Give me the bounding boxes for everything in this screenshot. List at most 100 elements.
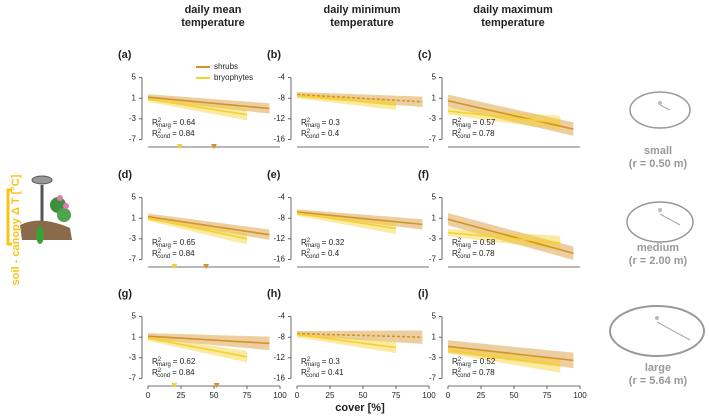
y-tick-label: -7 — [429, 135, 437, 144]
y-tick-label: -16 — [273, 135, 285, 144]
r-symbol: R — [152, 118, 158, 127]
y-tick-label: -7 — [429, 374, 437, 383]
r-value: = 0.62 — [173, 357, 196, 366]
x-tick-label: 0 — [295, 391, 300, 400]
trend-line — [296, 332, 423, 338]
r-value: = 0.4 — [321, 249, 340, 258]
r-squared: R2 cond = 0.84 — [152, 129, 195, 140]
r-squared: R2 marg = 0.52 — [452, 357, 496, 368]
r-sup: 2 — [307, 368, 311, 374]
r-sub: marg — [157, 362, 171, 368]
r-sup: 2 — [307, 249, 311, 255]
r-symbol: R — [152, 357, 158, 366]
y-tick-label: -3 — [429, 353, 437, 362]
row-label: (r = 5.64 m) — [629, 375, 688, 387]
r-sub: cond — [457, 254, 470, 260]
x-tick-label: 100 — [422, 391, 436, 400]
cover-marker — [211, 144, 217, 149]
y-tick-label: -3 — [429, 114, 437, 123]
trend-line — [147, 215, 270, 236]
r-symbol: R — [152, 129, 158, 138]
r-symbol: R — [152, 249, 158, 258]
r-sub: cond — [457, 134, 470, 140]
r-sup: 2 — [307, 238, 311, 244]
y-tick-label: -8 — [278, 332, 286, 341]
y-tick-label: 5 — [432, 73, 437, 82]
r-squared: R2 marg = 0.57 — [452, 118, 496, 129]
r-sup: 2 — [458, 249, 462, 255]
y-tick-label: -12 — [273, 114, 285, 123]
r-value: = 0.78 — [472, 249, 495, 258]
r-value: = 0.65 — [173, 238, 196, 247]
trend-line — [447, 349, 561, 367]
r-squared: R2 cond = 0.4 — [301, 249, 340, 260]
r-symbol: R — [452, 129, 458, 138]
x-tick-label: 25 — [326, 391, 335, 400]
y-tick-label: 1 — [432, 93, 437, 102]
cover-marker — [171, 264, 178, 269]
row-label: (r = 2.00 m) — [629, 255, 688, 267]
y-tick-label: 1 — [132, 332, 137, 341]
y-tick-label: -7 — [129, 135, 137, 144]
y-tick-label: -8 — [278, 93, 286, 102]
r-value: = 0.4 — [321, 129, 340, 138]
r-sub: marg — [306, 362, 320, 368]
r-sup: 2 — [307, 129, 311, 135]
r-value: = 0.41 — [321, 368, 344, 377]
y-tick-label: 1 — [132, 93, 137, 102]
r-squared: R2 cond = 0.78 — [452, 249, 495, 260]
panel-label: (a) — [118, 49, 132, 61]
trend-line — [296, 333, 397, 349]
r-sub: cond — [306, 254, 319, 260]
r-sub: cond — [157, 373, 170, 379]
r-sup: 2 — [158, 368, 162, 374]
trend-line — [147, 98, 248, 116]
r-symbol: R — [301, 249, 307, 258]
trend-line — [147, 335, 270, 345]
r-symbol: R — [301, 357, 307, 366]
r-squared: R2 cond = 0.41 — [301, 368, 344, 379]
trend-line — [296, 93, 423, 103]
confidence-band — [148, 213, 270, 240]
r-squared: R2 marg = 0.58 — [452, 238, 496, 249]
legend-label: shrubs — [214, 62, 238, 71]
r-value: = 0.32 — [322, 238, 345, 247]
r-sup: 2 — [307, 118, 311, 124]
trend-line — [447, 345, 574, 362]
y-tick-label: 1 — [432, 213, 437, 222]
x-tick-label: 0 — [446, 391, 451, 400]
r-sup: 2 — [458, 357, 462, 363]
r-sub: cond — [457, 373, 470, 379]
plant-icon — [6, 175, 72, 246]
y-tick-label: -12 — [273, 353, 285, 362]
trend-line — [296, 211, 423, 226]
r-sup: 2 — [458, 368, 462, 374]
y-tick-label: -4 — [278, 312, 286, 321]
r-squared: R2 cond = 0.84 — [152, 249, 195, 260]
y-tick-label: -16 — [273, 255, 285, 264]
r-symbol: R — [152, 238, 158, 247]
trend-line — [147, 337, 248, 358]
r-symbol: R — [452, 357, 458, 366]
r-sub: cond — [157, 134, 170, 140]
r-symbol: R — [301, 238, 307, 247]
panel-label: (g) — [118, 288, 132, 300]
trend-line — [447, 218, 574, 255]
y-tick-label: 1 — [432, 332, 437, 341]
column-title: temperature — [181, 17, 245, 29]
y-tick-label: 5 — [132, 73, 137, 82]
legend-label: bryophytes — [214, 73, 253, 82]
row-label: small — [644, 145, 672, 157]
panel-label: (d) — [118, 169, 132, 181]
column-title: daily maximum — [473, 4, 553, 16]
r-sub: marg — [457, 243, 471, 249]
trend-line — [296, 94, 397, 106]
x-tick-label: 100 — [573, 391, 587, 400]
r-sup: 2 — [458, 118, 462, 124]
r-value: = 0.84 — [172, 129, 195, 138]
x-tick-label: 50 — [359, 391, 368, 400]
r-sup: 2 — [158, 118, 162, 124]
r-value: = 0.78 — [472, 129, 495, 138]
r-sup: 2 — [458, 238, 462, 244]
